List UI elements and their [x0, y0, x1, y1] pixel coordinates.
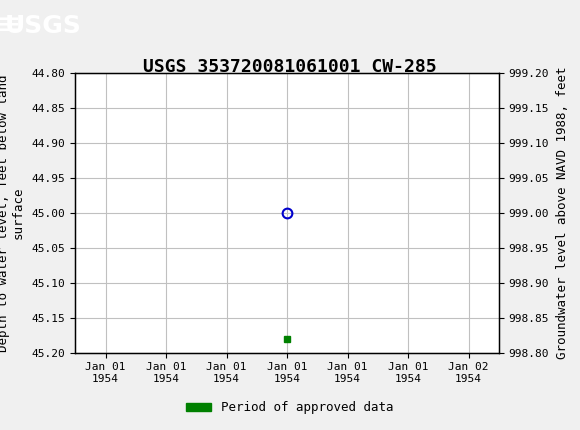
Y-axis label: Groundwater level above NAVD 1988, feet: Groundwater level above NAVD 1988, feet [556, 67, 569, 359]
Text: USGS: USGS [5, 14, 82, 38]
Text: ≡: ≡ [0, 11, 21, 40]
Y-axis label: Depth to water level, feet below land
surface: Depth to water level, feet below land su… [0, 74, 25, 352]
Text: USGS 353720081061001 CW-285: USGS 353720081061001 CW-285 [143, 58, 437, 76]
Legend: Period of approved data: Period of approved data [181, 396, 399, 419]
